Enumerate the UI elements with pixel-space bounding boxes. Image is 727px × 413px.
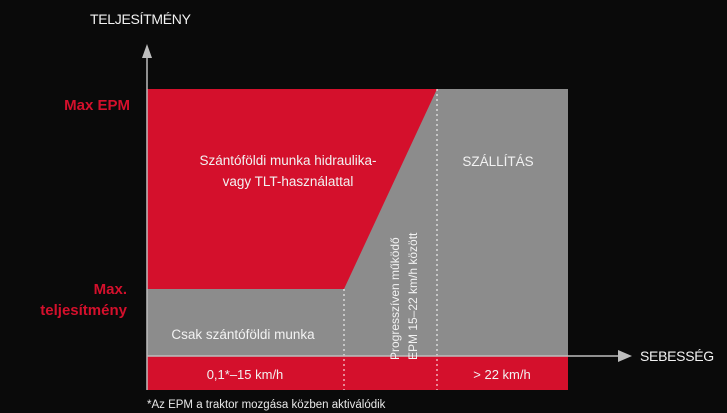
region-field-hydraulic-line2: vagy TLT-használattal (223, 174, 354, 189)
x-axis-arrow-icon (618, 350, 632, 362)
speed-band (147, 356, 568, 390)
region-transport: SZÁLLÍTÁS (462, 154, 533, 169)
region-progressive-line2: EPM 15–22 km/h között (406, 232, 420, 360)
label-max-power-line1: Max. (94, 281, 127, 298)
region-progressive-line1: Progresszíven működő (388, 237, 402, 360)
speed-low-label: 0,1*–15 km/h (207, 367, 284, 382)
speed-high-label: > 22 km/h (473, 367, 530, 382)
y-axis-title: TELJESÍTMÉNY (90, 11, 192, 27)
label-max-epm: Max EPM (64, 97, 130, 114)
footnote: *Az EPM a traktor mozgása közben aktivál… (147, 399, 386, 411)
label-max-power-line2: teljesítmény (40, 302, 127, 319)
region-field-hydraulic-line1: Szántóföldi munka hidraulika- (199, 153, 376, 168)
red-epm-region (147, 89, 437, 289)
y-axis-arrow-icon (142, 44, 152, 58)
region-field-only: Csak szántóföldi munka (171, 327, 315, 342)
x-axis-title: SEBESSÉG (640, 348, 714, 364)
